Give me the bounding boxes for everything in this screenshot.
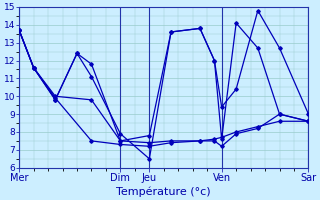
X-axis label: Température (°c): Température (°c) <box>116 186 211 197</box>
